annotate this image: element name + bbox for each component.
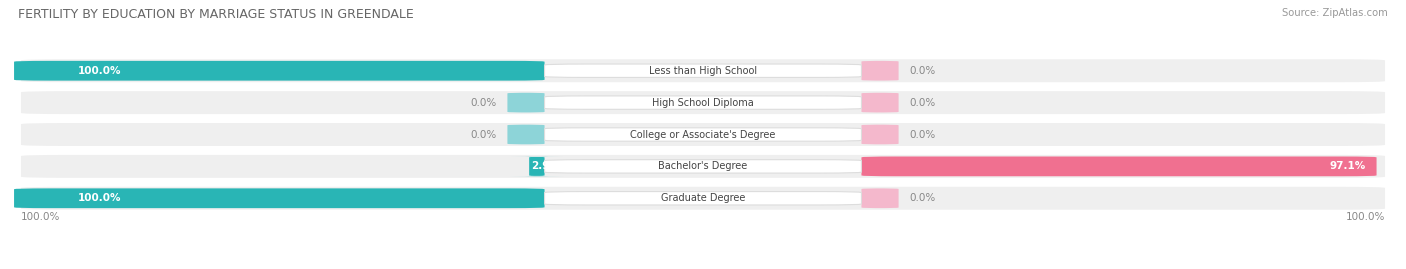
FancyBboxPatch shape <box>862 93 898 112</box>
FancyBboxPatch shape <box>862 61 898 81</box>
FancyBboxPatch shape <box>14 188 544 208</box>
Text: 0.0%: 0.0% <box>910 66 936 76</box>
Text: 0.0%: 0.0% <box>470 129 496 140</box>
FancyBboxPatch shape <box>544 128 862 141</box>
FancyBboxPatch shape <box>508 125 544 144</box>
Text: 100.0%: 100.0% <box>21 212 60 222</box>
FancyBboxPatch shape <box>544 160 862 173</box>
Text: 0.0%: 0.0% <box>470 98 496 108</box>
Text: 100.0%: 100.0% <box>77 66 121 76</box>
FancyBboxPatch shape <box>21 187 1385 210</box>
Text: Less than High School: Less than High School <box>650 66 756 76</box>
FancyBboxPatch shape <box>21 123 1385 146</box>
Text: 0.0%: 0.0% <box>910 193 936 203</box>
Text: Graduate Degree: Graduate Degree <box>661 193 745 203</box>
Text: 2.9%: 2.9% <box>531 161 560 171</box>
FancyBboxPatch shape <box>544 64 862 77</box>
FancyBboxPatch shape <box>14 61 544 81</box>
Text: Bachelor's Degree: Bachelor's Degree <box>658 161 748 171</box>
Text: 97.1%: 97.1% <box>1329 161 1365 171</box>
FancyBboxPatch shape <box>508 93 544 112</box>
Text: 0.0%: 0.0% <box>910 98 936 108</box>
Text: Source: ZipAtlas.com: Source: ZipAtlas.com <box>1282 8 1388 18</box>
FancyBboxPatch shape <box>510 157 564 176</box>
FancyBboxPatch shape <box>862 157 1376 176</box>
Text: College or Associate's Degree: College or Associate's Degree <box>630 129 776 140</box>
FancyBboxPatch shape <box>21 155 1385 178</box>
Text: FERTILITY BY EDUCATION BY MARRIAGE STATUS IN GREENDALE: FERTILITY BY EDUCATION BY MARRIAGE STATU… <box>18 8 413 21</box>
FancyBboxPatch shape <box>544 96 862 109</box>
Text: High School Diploma: High School Diploma <box>652 98 754 108</box>
FancyBboxPatch shape <box>21 59 1385 82</box>
FancyBboxPatch shape <box>21 91 1385 114</box>
FancyBboxPatch shape <box>862 125 898 144</box>
FancyBboxPatch shape <box>862 188 898 208</box>
Text: 0.0%: 0.0% <box>910 129 936 140</box>
Text: 100.0%: 100.0% <box>77 193 121 203</box>
Text: 100.0%: 100.0% <box>1346 212 1385 222</box>
FancyBboxPatch shape <box>544 192 862 205</box>
